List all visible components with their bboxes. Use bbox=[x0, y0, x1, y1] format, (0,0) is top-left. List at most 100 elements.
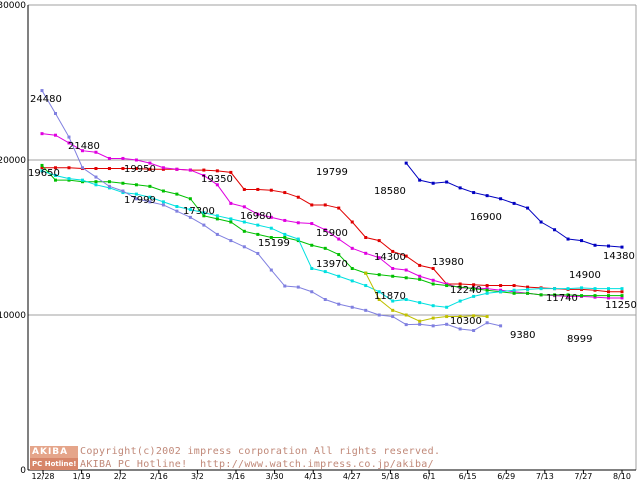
point-cyan-4 bbox=[94, 183, 98, 187]
point-green-12 bbox=[202, 214, 206, 218]
series-line-red bbox=[42, 167, 622, 293]
point-cyan-29 bbox=[431, 304, 435, 308]
point-green-15 bbox=[242, 229, 246, 233]
point-green-19 bbox=[296, 239, 300, 243]
point-dark-blue-38 bbox=[553, 228, 557, 232]
point-red-29 bbox=[431, 267, 435, 270]
y-tick-label-2: 20000 bbox=[0, 156, 26, 166]
series-dark-blue bbox=[404, 161, 624, 249]
x-tick-label-13: 7/13 bbox=[536, 472, 554, 480]
point-lavender-14 bbox=[229, 239, 233, 243]
point-magenta-13 bbox=[215, 183, 219, 187]
data-label-9: 15900 bbox=[316, 228, 348, 239]
copyright-text: Copyright(c)2002 impress corporation All… bbox=[80, 445, 440, 471]
point-green-13 bbox=[215, 217, 219, 221]
point-dark-blue-41 bbox=[593, 243, 597, 247]
series-lavender bbox=[40, 89, 503, 333]
point-cyan-37 bbox=[539, 287, 543, 291]
x-tick-label-8: 4/27 bbox=[343, 472, 361, 480]
point-magenta-43 bbox=[620, 296, 624, 300]
data-label-15: 13980 bbox=[432, 257, 464, 268]
series-line-cyan bbox=[41, 170, 622, 308]
point-cyan-25 bbox=[377, 290, 381, 294]
point-lavender-31 bbox=[458, 327, 462, 331]
point-magenta-1 bbox=[53, 133, 57, 137]
point-green-26 bbox=[391, 274, 395, 278]
point-magenta-16 bbox=[256, 212, 260, 216]
x-tick-label-15: 8/10 bbox=[613, 472, 631, 480]
point-magenta-4 bbox=[94, 150, 98, 154]
point-magenta-19 bbox=[296, 221, 300, 225]
point-lavender-20 bbox=[310, 290, 314, 294]
x-tick-label-5: 3/16 bbox=[227, 472, 245, 480]
point-green-41 bbox=[593, 294, 597, 298]
point-green-35 bbox=[512, 291, 516, 295]
data-label-16: 12240 bbox=[450, 285, 482, 296]
x-tick-label-12: 6/29 bbox=[497, 472, 515, 480]
point-cyan-42 bbox=[607, 287, 611, 291]
data-label-11: 19799 bbox=[316, 167, 348, 178]
series-line-olive bbox=[365, 272, 488, 322]
point-magenta-42 bbox=[607, 296, 611, 300]
point-lavender-17 bbox=[269, 268, 273, 272]
point-red-1 bbox=[53, 166, 57, 170]
point-green-5 bbox=[107, 180, 111, 184]
point-dark-blue-36 bbox=[526, 206, 530, 210]
point-green-33 bbox=[485, 288, 489, 292]
logo-bottom-text: PC Hotline! bbox=[30, 458, 78, 470]
plot-background bbox=[28, 5, 636, 470]
point-red-6 bbox=[121, 167, 125, 171]
point-lavender-18 bbox=[283, 284, 287, 288]
point-cyan-19 bbox=[296, 237, 300, 241]
point-red-28 bbox=[418, 263, 422, 267]
point-red-16 bbox=[256, 187, 260, 191]
data-label-20: 11740 bbox=[546, 293, 578, 304]
point-dark-blue-42 bbox=[607, 244, 611, 248]
point-lavender-32 bbox=[472, 329, 476, 333]
data-label-12: 18580 bbox=[374, 186, 406, 197]
y-tick-label-1: 10000 bbox=[0, 311, 26, 321]
point-green-32 bbox=[472, 287, 476, 291]
point-dark-blue-39 bbox=[566, 237, 570, 241]
x-tick-label-9: 5/18 bbox=[381, 472, 399, 480]
x-tick-label-10: 6/1 bbox=[423, 472, 436, 480]
point-red-40 bbox=[580, 287, 584, 291]
point-green-8 bbox=[148, 184, 152, 188]
data-label-0: 24480 bbox=[30, 94, 62, 105]
x-ticks: 12/28 1/19 2/2 2/16 3/2 3/16 3/30 4/13 4/27 5/18 6… bbox=[31, 470, 631, 480]
point-cyan-22 bbox=[337, 274, 341, 278]
point-red-36 bbox=[526, 285, 530, 289]
copyright-line-1: Copyright(c)2002 impress corporation All… bbox=[80, 446, 441, 457]
point-olive-28 bbox=[418, 319, 422, 323]
point-cyan-41 bbox=[593, 287, 597, 291]
point-green-22 bbox=[337, 253, 341, 257]
data-labels: 24480 21480 19650 19950 17999 19350 17300 16980… bbox=[28, 94, 637, 345]
point-cyan-11 bbox=[188, 208, 192, 212]
point-dark-blue-28 bbox=[418, 178, 422, 182]
data-label-10: 13970 bbox=[316, 259, 348, 270]
point-cyan-33 bbox=[485, 291, 489, 295]
point-cyan-32 bbox=[472, 294, 476, 298]
point-magenta-41 bbox=[593, 295, 597, 299]
series-line-green bbox=[41, 165, 622, 297]
point-dark-blue-33 bbox=[485, 194, 489, 198]
point-magenta-17 bbox=[269, 215, 273, 219]
point-lavender-5 bbox=[107, 184, 111, 188]
point-magenta-8 bbox=[148, 161, 152, 165]
point-red-23 bbox=[350, 220, 354, 224]
point-lavender-29 bbox=[431, 324, 435, 328]
point-cyan-17 bbox=[269, 226, 273, 230]
point-dark-blue-34 bbox=[499, 197, 503, 201]
copyright-line-2: AKIBA PC Hotline! http://www.watch.impre… bbox=[80, 459, 434, 470]
point-cyan-26 bbox=[391, 299, 395, 303]
point-red-2 bbox=[67, 166, 71, 170]
data-label-3: 19950 bbox=[124, 164, 156, 175]
point-green-43 bbox=[620, 294, 624, 298]
point-lavender-21 bbox=[323, 298, 327, 301]
point-green-11 bbox=[188, 197, 192, 201]
point-cyan-2 bbox=[67, 177, 71, 181]
point-green-6 bbox=[121, 181, 125, 185]
x-tick-label-4: 3/2 bbox=[191, 472, 204, 480]
point-magenta-20 bbox=[310, 222, 314, 226]
point-cyan-13 bbox=[215, 214, 219, 218]
